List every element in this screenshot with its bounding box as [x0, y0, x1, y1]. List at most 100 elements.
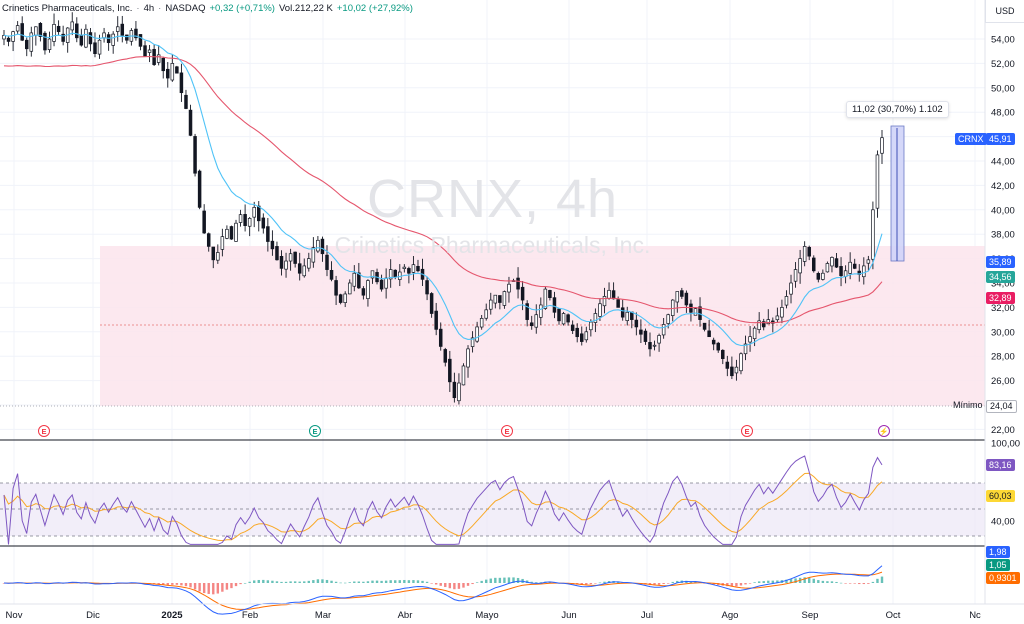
- candle: [730, 356, 734, 380]
- rsi-tick-label: 40,00: [991, 517, 1015, 528]
- low-value-tag: 24,04: [986, 400, 1017, 413]
- candle: [429, 292, 434, 318]
- price-tick-label: 22,00: [991, 425, 1015, 436]
- macd-hist-bar: [594, 583, 597, 584]
- macd-hist-bar: [225, 583, 229, 590]
- candle: [325, 245, 329, 277]
- candle: [379, 274, 384, 292]
- macd-hist-bar: [830, 581, 834, 583]
- price-tick-label: 54,00: [991, 35, 1015, 46]
- candle: [266, 217, 270, 252]
- macd-hist-bar: [589, 583, 593, 585]
- candle: [557, 308, 561, 325]
- candle: [343, 291, 347, 308]
- macd-hist-bar: [666, 583, 670, 584]
- macd-histogram: [2, 576, 884, 595]
- candle: [561, 311, 566, 326]
- macd-hist-bar: [535, 582, 538, 583]
- volume-change: +10,02 (+27,92%): [336, 3, 413, 14]
- candle: [834, 253, 839, 269]
- macd-tag: 1,98: [986, 546, 1010, 558]
- candle: [675, 291, 680, 313]
- macd-hist-bar: [230, 583, 233, 589]
- macd-hist-bar: [293, 581, 297, 583]
- candle: [70, 12, 74, 36]
- macd-hist-bar: [412, 580, 415, 583]
- macd-hist-bar: [253, 580, 256, 583]
- candle: [839, 257, 843, 287]
- candle: [170, 54, 175, 82]
- macd-hist-bar: [421, 580, 424, 583]
- macd-hist-bar: [516, 577, 520, 583]
- candle: [448, 350, 452, 392]
- macd-hist-bar: [325, 579, 329, 583]
- macd-hist-bar: [289, 581, 292, 583]
- candle: [866, 255, 871, 271]
- candle: [52, 13, 56, 47]
- candle: [261, 213, 266, 234]
- macd-hist-bar: [507, 577, 511, 583]
- candle: [552, 291, 557, 319]
- candle: [334, 275, 338, 306]
- candle: [20, 16, 24, 42]
- macd-hist-bar: [653, 583, 656, 586]
- price-tick-label: 44,00: [991, 157, 1015, 168]
- candle: [852, 258, 857, 270]
- macd-hist-bar: [202, 583, 206, 594]
- demand-zone[interactable]: [100, 246, 985, 406]
- candle: [15, 21, 20, 35]
- time-tick-label: Dic: [86, 610, 100, 621]
- candle: [275, 241, 279, 261]
- macd-hist-bar: [216, 583, 220, 594]
- time-axis[interactable]: Nov Dic 2025 Feb Mar Abr Mayo Jun Jul Ago Sep Oct Nc: [6, 610, 982, 621]
- candle: [370, 270, 375, 284]
- macd-hist-bar: [789, 579, 793, 583]
- candle: [193, 133, 197, 177]
- news-flash-icon[interactable]: ⚡: [878, 425, 890, 437]
- candle: [361, 286, 366, 300]
- candle: [875, 150, 880, 218]
- time-tick-label: 2025: [161, 610, 183, 621]
- time-tick-label: Ago: [722, 610, 739, 621]
- earnings-icon[interactable]: E: [741, 425, 753, 437]
- ema-mid-line: [3, 32, 883, 347]
- candle: [570, 320, 575, 335]
- candle: [220, 228, 225, 257]
- candle: [725, 355, 730, 377]
- macd-hist-bar: [394, 580, 397, 583]
- candle: [238, 209, 243, 227]
- macd-hist-bar: [284, 581, 288, 583]
- last-price-tag: 45,91: [986, 133, 1015, 145]
- hist-tag: 0,9301: [986, 572, 1020, 584]
- macd-hist-bar: [676, 580, 679, 583]
- candle: [766, 309, 771, 325]
- macd-hist-bar: [512, 577, 515, 583]
- volume-label: Vol.212,22 K: [278, 3, 333, 14]
- macd-hist-bar: [271, 580, 274, 583]
- candle: [684, 290, 689, 313]
- currency-button[interactable]: USD: [985, 0, 1024, 23]
- macd-line: [3, 565, 883, 615]
- macd-hist-bar: [730, 583, 734, 587]
- macd-hist-bar: [867, 583, 870, 584]
- earnings-icon[interactable]: E: [38, 425, 50, 437]
- candle: [580, 326, 584, 346]
- macd-hist-bar: [494, 577, 497, 583]
- candle: [84, 24, 88, 49]
- macd-hist-bar: [808, 577, 811, 583]
- legend-header[interactable]: Crinetics Pharmaceuticals, Inc. · 4h · N…: [2, 3, 413, 14]
- earnings-icon[interactable]: E: [501, 425, 513, 437]
- rsi-ma-tag: 60,03: [986, 490, 1015, 502]
- candle: [812, 255, 816, 273]
- candle: [316, 236, 320, 254]
- candle: [75, 17, 79, 43]
- candle: [38, 22, 43, 42]
- candle: [598, 298, 602, 321]
- candle: [184, 89, 188, 110]
- macd-hist-bar: [757, 581, 761, 583]
- candle: [6, 35, 11, 47]
- earnings-beat-icon[interactable]: E: [309, 425, 321, 437]
- macd-hist-bar: [794, 578, 797, 583]
- candle: [680, 287, 684, 300]
